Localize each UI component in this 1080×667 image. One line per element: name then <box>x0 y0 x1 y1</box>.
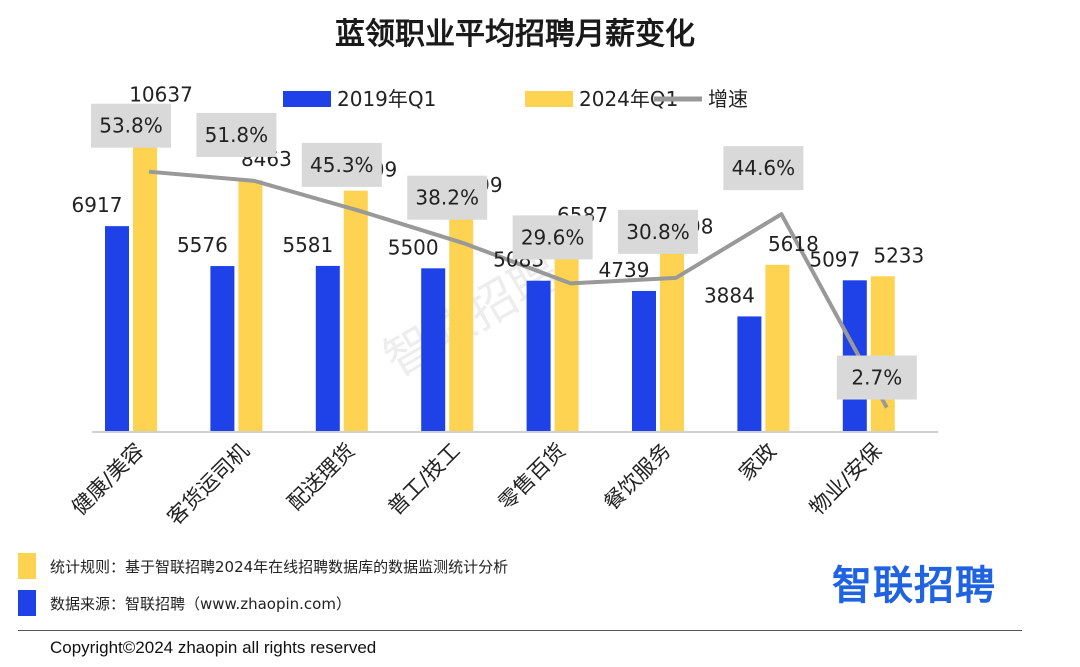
bar-1-3 <box>315 265 340 432</box>
growth-label-box-8 <box>836 355 917 400</box>
growth-label-2: 51.8% <box>205 123 269 147</box>
footer-divider <box>18 630 1022 631</box>
growth-label-box-4 <box>407 175 488 220</box>
value-label-1-8: 5097 <box>809 247 860 271</box>
bar-1-2 <box>210 266 235 432</box>
bars <box>105 115 895 433</box>
x-tick-label-1: 健康/美容 <box>67 439 148 520</box>
chart-title: 蓝领职业平均招聘月薪变化 <box>335 17 695 52</box>
value-label-1-7: 3884 <box>704 283 755 307</box>
value-label-2-1: 10637 <box>129 82 193 106</box>
value-label-1-1: 6917 <box>72 193 123 217</box>
growth-labels: 53.8% 51.8% 45.3% 38.2% 29.6% 30.8% 44.6% 2.7% <box>91 103 917 400</box>
growth-label-box-5 <box>512 215 593 260</box>
x-tick-label-6: 餐饮服务 <box>599 439 675 515</box>
bar-2-7 <box>765 264 790 432</box>
growth-label-1: 53.8% <box>99 114 163 138</box>
growth-label-5: 29.6% <box>521 225 585 249</box>
legend-label-1: 2019年Q1 <box>337 87 436 111</box>
zhaopin-logo: 智联招聘 <box>832 553 996 611</box>
footer-rule: 统计规则：基于智联招聘2024年在线招聘数据库的数据监测统计分析 <box>18 553 508 579</box>
copyright: Copyright©2024 zhaopin all rights reserv… <box>50 638 377 657</box>
growth-label-box-2 <box>196 112 277 157</box>
value-label-2-7: 5618 <box>768 232 819 256</box>
value-label-1-3: 5581 <box>282 233 333 257</box>
value-label-1-6: 4739 <box>599 258 650 282</box>
growth-label-box-6 <box>618 209 698 254</box>
legend-label-growth: 增速 <box>708 87 748 111</box>
bar-2-5 <box>554 235 579 432</box>
growth-label-7: 44.6% <box>732 156 796 180</box>
growth-line <box>148 169 889 409</box>
bar-1-1 <box>105 226 129 432</box>
bar-2-1 <box>133 115 157 433</box>
x-tick-label-3: 配送理货 <box>283 439 359 515</box>
growth-label-box-7 <box>723 146 804 191</box>
growth-polyline <box>148 169 889 409</box>
rule-text: 统计规则：基于智联招聘2024年在线招聘数据库的数据监测统计分析 <box>50 557 509 576</box>
bar-1-4 <box>421 268 446 432</box>
x-tick-labels: 健康/美容 客货运司机 配送理货 普工/技工 零售百货 餐饮服务 家政 物业/安保 <box>67 439 886 530</box>
value-label-1-2: 5576 <box>177 233 228 257</box>
bar-2-8 <box>870 276 895 432</box>
source-text: 数据来源：智联招聘（www.zhaopin.com） <box>50 594 351 613</box>
growth-label-6: 30.8% <box>626 220 690 244</box>
bar-1-5 <box>526 280 551 432</box>
legend: 2019年Q1 2024年Q1 增速 <box>283 87 748 111</box>
x-tick-label-7: 家政 <box>734 439 781 486</box>
growth-label-4: 38.2% <box>415 186 479 210</box>
value-label-1-4: 5500 <box>388 235 439 259</box>
legend-swatch-1 <box>283 91 331 107</box>
legend-swatch-2 <box>525 91 573 107</box>
growth-label-3: 45.3% <box>310 153 374 177</box>
x-tick-label-2: 客货运司机 <box>163 439 254 530</box>
logo-text-a: 智联招 <box>832 563 955 609</box>
bar-1-6 <box>632 290 656 432</box>
value-label-2-8: 5233 <box>873 243 924 267</box>
x-tick-label-8: 物业/安保 <box>805 439 886 520</box>
growth-label-8: 2.7% <box>851 366 902 390</box>
x-tick-label-5: 零售百货 <box>494 439 570 515</box>
source-swatch <box>18 590 36 616</box>
bar-1-7 <box>737 316 762 432</box>
footer-source: 数据来源：智联招聘（www.zhaopin.com） <box>18 590 351 616</box>
rule-swatch <box>18 553 36 579</box>
growth-label-box-1 <box>91 103 171 148</box>
x-tick-label-4: 普工/技工 <box>383 439 464 520</box>
logo-text-b: 聘 <box>955 563 996 609</box>
bar-2-3 <box>343 190 368 432</box>
bar-2-2 <box>238 180 263 432</box>
growth-label-box-3 <box>301 142 382 187</box>
